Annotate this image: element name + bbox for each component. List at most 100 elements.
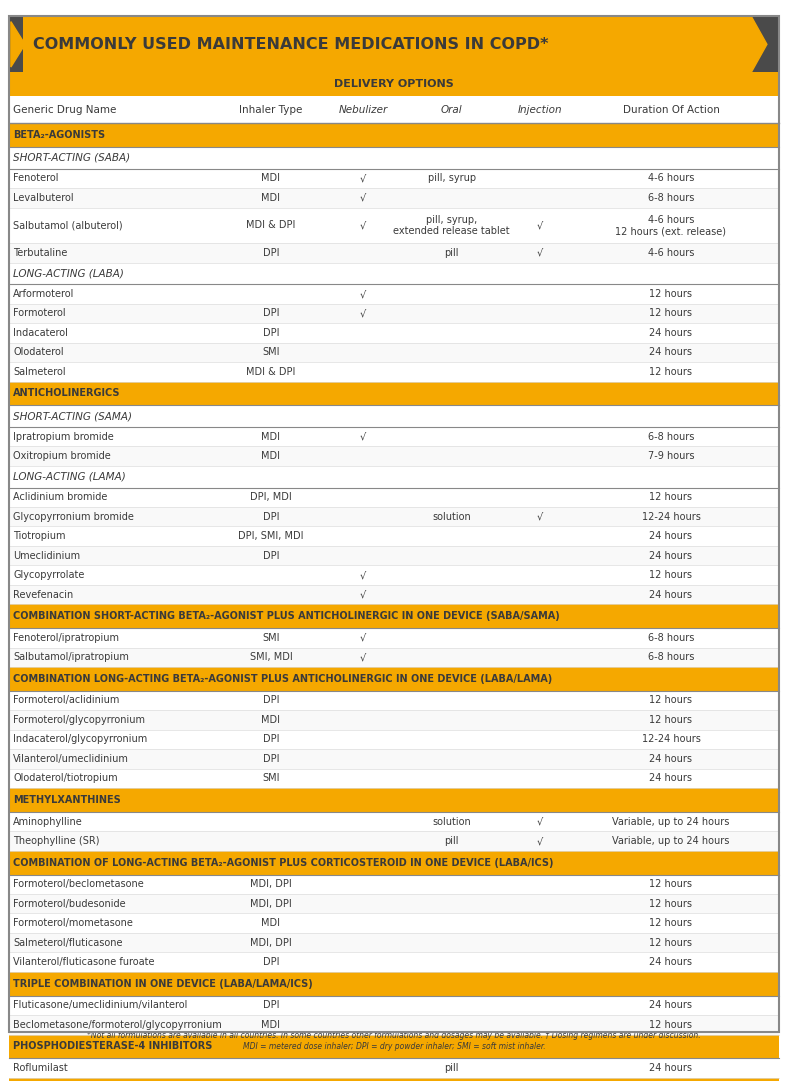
- Text: 24 hours: 24 hours: [649, 753, 693, 764]
- Text: MDI, DPI: MDI, DPI: [250, 937, 292, 948]
- Text: 12 hours: 12 hours: [649, 1019, 693, 1030]
- Text: MDI: MDI: [262, 173, 281, 184]
- Text: √: √: [360, 431, 366, 442]
- Text: Formoterol/glycopyrronium: Formoterol/glycopyrronium: [13, 715, 145, 725]
- Text: Variable, up to 24 hours: Variable, up to 24 hours: [612, 836, 730, 846]
- Text: 6-8 hours: 6-8 hours: [648, 192, 694, 203]
- Text: 12 hours: 12 hours: [649, 570, 693, 580]
- Text: *Not all formulations are available in all countries. In some countries other fo: *Not all formulations are available in a…: [87, 1031, 701, 1051]
- Text: MDI, DPI: MDI, DPI: [250, 898, 292, 909]
- Text: 12 hours: 12 hours: [649, 937, 693, 948]
- Bar: [9, 851, 779, 875]
- Text: Umeclidinium: Umeclidinium: [13, 550, 80, 561]
- Text: DPI: DPI: [262, 695, 279, 706]
- Text: Formoterol/mometasone: Formoterol/mometasone: [13, 918, 133, 929]
- Text: 7-9 hours: 7-9 hours: [648, 451, 694, 462]
- Text: Nebulizer: Nebulizer: [339, 105, 388, 115]
- Bar: [9, 933, 779, 952]
- Bar: [9, 507, 779, 526]
- Text: SMI: SMI: [262, 347, 280, 358]
- Text: 12 hours: 12 hours: [649, 289, 693, 299]
- Text: DPI: DPI: [262, 550, 279, 561]
- Bar: [9, 952, 779, 972]
- Text: pill: pill: [444, 248, 459, 258]
- Bar: [9, 526, 779, 546]
- Bar: [9, 831, 779, 851]
- Text: pill: pill: [444, 1063, 459, 1073]
- Text: Arformoterol: Arformoterol: [13, 289, 75, 299]
- Text: DPI, SMI, MDI: DPI, SMI, MDI: [238, 531, 303, 542]
- Text: LONG-ACTING (LABA): LONG-ACTING (LABA): [13, 268, 125, 279]
- Text: 24 hours: 24 hours: [649, 328, 693, 338]
- Text: Injection: Injection: [518, 105, 563, 115]
- Bar: [9, 72, 779, 96]
- Text: SMI: SMI: [262, 632, 280, 643]
- Text: pill: pill: [444, 836, 459, 846]
- Bar: [9, 16, 779, 72]
- Text: √: √: [360, 308, 366, 319]
- Text: 12 hours: 12 hours: [649, 695, 693, 706]
- Text: 12-24 hours: 12-24 hours: [641, 734, 701, 745]
- Bar: [743, 16, 779, 72]
- Polygon shape: [735, 16, 767, 72]
- Text: 12 hours: 12 hours: [649, 366, 693, 377]
- Text: SHORT-ACTING (SAMA): SHORT-ACTING (SAMA): [13, 411, 132, 422]
- Bar: [9, 96, 779, 123]
- Text: Formoterol: Formoterol: [13, 308, 66, 319]
- Text: DPI: DPI: [262, 753, 279, 764]
- Text: Glycopyrronium bromide: Glycopyrronium bromide: [13, 511, 134, 522]
- Text: Roflumilast: Roflumilast: [13, 1063, 68, 1073]
- Bar: [9, 565, 779, 585]
- Text: 12 hours: 12 hours: [649, 879, 693, 890]
- Text: √: √: [360, 173, 366, 184]
- Text: Formoterol/budesonide: Formoterol/budesonide: [13, 898, 126, 909]
- Text: pill, syrup,
extended release tablet: pill, syrup, extended release tablet: [393, 215, 510, 236]
- Bar: [9, 263, 779, 284]
- Text: COMBINATION LONG-ACTING BETA₂-AGONIST PLUS ANTICHOLINERGIC IN ONE DEVICE (LABA/L: COMBINATION LONG-ACTING BETA₂-AGONIST PL…: [13, 673, 552, 684]
- Bar: [9, 812, 779, 831]
- Bar: [9, 405, 779, 427]
- Bar: [9, 304, 779, 323]
- Text: √: √: [360, 192, 366, 203]
- Text: MDI: MDI: [262, 1019, 281, 1030]
- Text: 24 hours: 24 hours: [649, 773, 693, 784]
- Text: solution: solution: [433, 816, 471, 827]
- Text: solution: solution: [433, 511, 471, 522]
- Text: COMBINATION SHORT-ACTING BETA₂-AGONIST PLUS ANTICHOLINERGIC IN ONE DEVICE (SABA/: COMBINATION SHORT-ACTING BETA₂-AGONIST P…: [13, 611, 560, 622]
- Text: 12 hours: 12 hours: [649, 308, 693, 319]
- Text: Salbutamol/ipratropium: Salbutamol/ipratropium: [13, 652, 129, 663]
- Text: Tiotropium: Tiotropium: [13, 531, 65, 542]
- Text: COMBINATION OF LONG-ACTING BETA₂-AGONIST PLUS CORTICOSTEROID IN ONE DEVICE (LABA: COMBINATION OF LONG-ACTING BETA₂-AGONIST…: [13, 857, 554, 868]
- Text: 24 hours: 24 hours: [649, 589, 693, 600]
- Bar: [9, 628, 779, 648]
- Text: Inhaler Type: Inhaler Type: [240, 105, 303, 115]
- Text: 12 hours: 12 hours: [649, 492, 693, 503]
- Text: PHOSPHODIESTERASE-4 INHIBITORS: PHOSPHODIESTERASE-4 INHIBITORS: [13, 1041, 213, 1052]
- Text: √: √: [537, 816, 543, 827]
- Bar: [9, 604, 779, 628]
- Text: Fluticasone/umeclidinium/vilanterol: Fluticasone/umeclidinium/vilanterol: [13, 1000, 188, 1011]
- Text: Theophylline (SR): Theophylline (SR): [13, 836, 100, 846]
- Text: Indacaterol/glycopyrronium: Indacaterol/glycopyrronium: [13, 734, 147, 745]
- Text: Revefenacin: Revefenacin: [13, 589, 73, 600]
- Bar: [9, 147, 779, 169]
- Text: DPI: DPI: [262, 1000, 279, 1011]
- Text: MDI: MDI: [262, 431, 281, 442]
- Text: Vilanterol/umeclidinium: Vilanterol/umeclidinium: [13, 753, 129, 764]
- Text: 4-6 hours: 4-6 hours: [648, 248, 694, 258]
- Text: SMI, MDI: SMI, MDI: [250, 652, 292, 663]
- Text: DELIVERY OPTIONS: DELIVERY OPTIONS: [334, 79, 454, 90]
- Text: 24 hours: 24 hours: [649, 347, 693, 358]
- Bar: [9, 585, 779, 604]
- Bar: [9, 913, 779, 933]
- Text: METHYLXANTHINES: METHYLXANTHINES: [13, 795, 121, 805]
- Text: COMMONLY USED MAINTENANCE MEDICATIONS IN COPD*: COMMONLY USED MAINTENANCE MEDICATIONS IN…: [33, 37, 548, 52]
- Text: 6-8 hours: 6-8 hours: [648, 632, 694, 643]
- Text: MDI & DPI: MDI & DPI: [246, 366, 296, 377]
- Text: MDI, DPI: MDI, DPI: [250, 879, 292, 890]
- Bar: [9, 996, 779, 1015]
- Bar: [9, 749, 779, 769]
- Text: MDI: MDI: [262, 918, 281, 929]
- Text: Oral: Oral: [441, 105, 463, 115]
- Bar: [9, 188, 779, 208]
